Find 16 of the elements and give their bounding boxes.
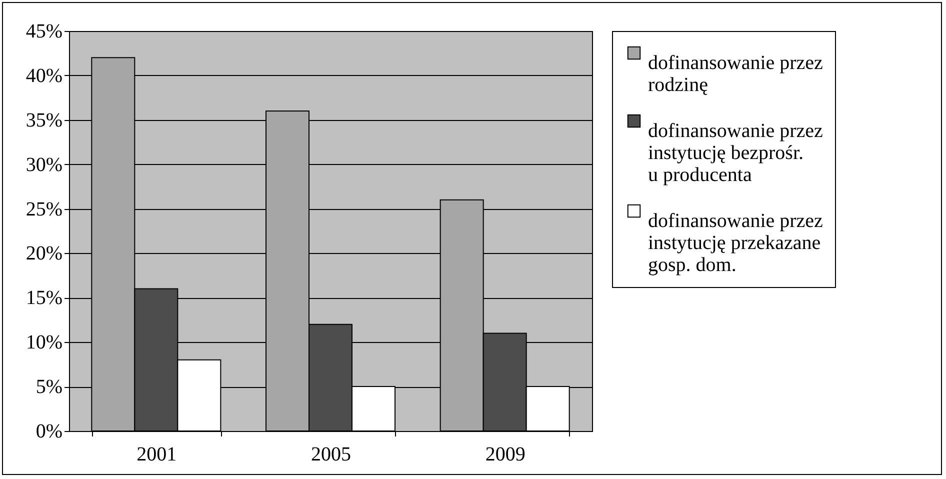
y-tick-label: 20% (26, 242, 62, 265)
y-tick-label: 45% (26, 20, 62, 42)
y-tick-label: 5% (36, 376, 62, 398)
y-tick-label: 35% (26, 109, 62, 132)
x-tick-label: 2001 (136, 444, 177, 466)
y-tick-label: 40% (26, 64, 62, 87)
y-tick-label: 0% (36, 420, 62, 442)
legend-label: dofinansowanie przez rodzinę (648, 52, 824, 96)
legend-label: dofinansowanie przez instytucję przekazane gosp. dom. (648, 210, 824, 276)
legend-label: dofinansowanie przez instytucję bezprośr. u producenta (648, 120, 824, 186)
y-tick-label: 25% (26, 198, 62, 220)
x-tick-label: 2009 (485, 444, 526, 466)
y-tick-label: 30% (26, 154, 62, 176)
y-tick-label: 15% (26, 287, 62, 310)
y-tick-label: 10% (26, 332, 62, 354)
x-tick-label: 2005 (311, 444, 351, 466)
